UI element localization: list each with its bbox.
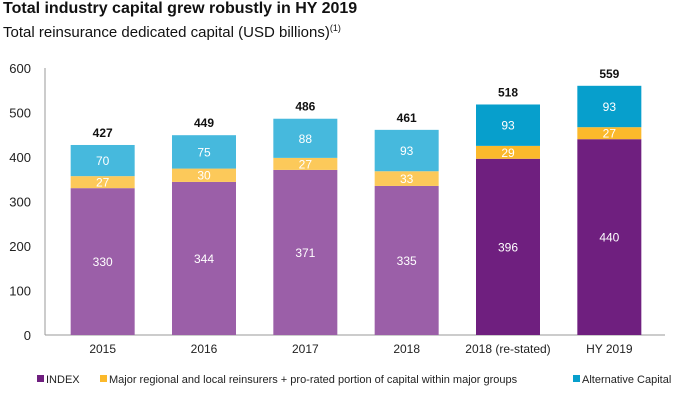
x-tick-label: HY 2019	[586, 342, 633, 356]
bar-segment-label: 93	[501, 119, 515, 133]
x-tick-label: 2015	[89, 342, 116, 356]
bar-segment	[476, 104, 540, 146]
bar-segment-label: 27	[603, 127, 617, 141]
bar-segment-label: 396	[498, 240, 518, 254]
legend-label-index: INDEX	[46, 374, 80, 386]
bar-segment	[70, 176, 135, 189]
subtitle-footnote: (1)	[329, 23, 341, 33]
chart-subtitle: Total reinsurance dedicated capital (USD…	[3, 23, 341, 41]
legend-swatch-index	[37, 375, 44, 382]
legend-swatch-alternative-capital	[573, 375, 580, 382]
bar-segment	[273, 118, 338, 158]
bar-segment	[172, 181, 236, 335]
bar-segment-label: 88	[299, 132, 313, 146]
bar-segment	[374, 171, 439, 186]
bar-total-label: 449	[194, 116, 214, 130]
bar-segment	[273, 169, 338, 335]
legend-label-major-regional: Major regional and local reinsurers + pr…	[109, 374, 518, 386]
bar-segment	[476, 158, 540, 335]
legend-item-index: INDEX	[37, 374, 80, 386]
bar-segment	[476, 145, 540, 159]
bar-total-label: 518	[498, 85, 518, 99]
bar-segment-label: 93	[603, 100, 617, 114]
y-tick-label: 500	[9, 106, 31, 121]
bar-total-label: 461	[397, 111, 417, 125]
y-tick-label: 300	[9, 195, 31, 210]
legend-label-alternative-capital: Alternative Capital	[582, 374, 672, 386]
bar-segment	[273, 157, 338, 170]
bar-segment-label: 371	[295, 246, 315, 260]
y-tick-label: 400	[9, 150, 31, 165]
legend-item-major-regional: Major regional and local reinsurers + pr…	[100, 374, 517, 386]
bar-segment	[172, 135, 236, 169]
bar-segment-label: 330	[93, 255, 113, 269]
x-tick-label: 2018	[393, 342, 420, 356]
bar-segment	[577, 85, 642, 128]
bar-segment	[70, 188, 135, 335]
bar-total-label: 427	[93, 126, 113, 140]
x-tick-label: 2017	[292, 342, 319, 356]
bar-total-label: 486	[295, 100, 315, 114]
y-tick-label: 100	[9, 284, 31, 299]
y-tick-label: 200	[9, 239, 31, 254]
bar-segment-label: 344	[194, 252, 214, 266]
stacked-bar-chart: 0 100 200 300 400 500 600 330 27 70 427 2015 344 30 75…	[9, 61, 665, 356]
bar-segment	[577, 139, 642, 335]
bar-segment-label: 27	[299, 157, 313, 171]
bar-segment-label: 335	[397, 254, 417, 268]
bar-segment-label: 75	[197, 145, 211, 159]
bar-segment	[374, 129, 439, 172]
bar-segment-label: 30	[197, 169, 211, 183]
subtitle-text: Total reinsurance dedicated capital (USD…	[3, 24, 330, 41]
bar-segment	[577, 127, 642, 140]
bar-segment-label: 27	[96, 176, 110, 190]
bar-segment	[374, 185, 439, 335]
bar-segment-label: 70	[96, 154, 110, 168]
bar-segment	[172, 168, 236, 182]
y-tick-label: 0	[24, 328, 31, 343]
bar-total-label: 559	[599, 67, 619, 81]
y-tick-label: 600	[9, 61, 31, 76]
bar-segment-label: 33	[400, 172, 414, 186]
bar-segment-label: 440	[599, 231, 619, 245]
bar-segment-label: 29	[501, 146, 515, 160]
bar-segment	[70, 144, 135, 177]
legend-swatch-major-regional	[100, 375, 107, 382]
legend-item-alternative-capital: Alternative Capital	[573, 374, 671, 386]
x-tick-label: 2018 (re-stated)	[465, 342, 550, 356]
x-tick-label: 2016	[191, 342, 218, 356]
chart-title: Total industry capital grew robustly in …	[3, 0, 358, 17]
bar-segment-label: 93	[400, 144, 414, 158]
